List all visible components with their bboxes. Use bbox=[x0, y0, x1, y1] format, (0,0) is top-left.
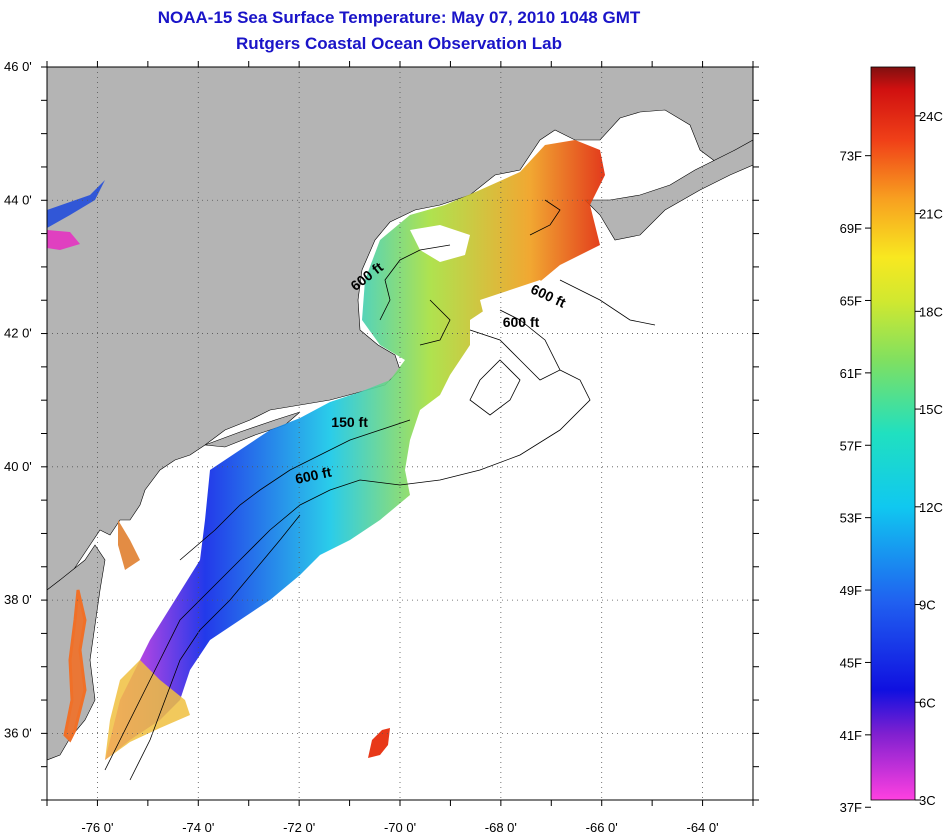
contour-label: 150 ft bbox=[331, 414, 368, 430]
land-mass bbox=[47, 67, 753, 591]
cloud-patch bbox=[480, 280, 560, 330]
colorbar-c-label: 15C bbox=[919, 402, 943, 417]
contour-label: 600 ft bbox=[503, 314, 540, 330]
contour-label: 600 ft bbox=[294, 464, 333, 487]
long-island bbox=[204, 411, 301, 448]
chesapeake-bay bbox=[63, 589, 87, 743]
lon-tick-label: -74 0' bbox=[182, 820, 214, 835]
delaware-bay bbox=[118, 520, 140, 570]
colorbar-f-label: 69F bbox=[840, 221, 862, 236]
gulf-stream-patch bbox=[368, 728, 390, 758]
map-layers bbox=[47, 67, 753, 800]
colorbar-f-label: 57F bbox=[840, 438, 862, 453]
lat-tick-label: 46 0' bbox=[4, 59, 32, 74]
lat-tick-label: 42 0' bbox=[4, 326, 32, 341]
colorbar-c-label: 21C bbox=[919, 207, 943, 222]
colorbar-f-label: 65F bbox=[840, 293, 862, 308]
chart-title: NOAA-15 Sea Surface Temperature: May 07,… bbox=[157, 8, 641, 27]
colorbar-f-label: 49F bbox=[840, 583, 862, 598]
bathymetry-contours bbox=[104, 199, 656, 781]
lat-tick-label: 40 0' bbox=[4, 459, 32, 474]
chart-subtitle: Rutgers Coastal Ocean Observation Lab bbox=[236, 34, 562, 53]
lat-tick-label: 36 0' bbox=[4, 725, 32, 740]
colorbar-f-label: 53F bbox=[840, 511, 862, 526]
lon-tick-label: -72 0' bbox=[283, 820, 315, 835]
axis-ticks: -76 0' -74 0' -72 0' -70 0' -68 0' -66 0' -64 … bbox=[4, 59, 759, 835]
lon-tick-label: -76 0' bbox=[81, 820, 113, 835]
colorbar-f-label: 37F bbox=[840, 800, 862, 815]
colorbar: 73F 69F 65F 61F 57F 53F 49F 45F 41F 37F 24C 21C 18C 1… bbox=[840, 66, 943, 815]
colorbar-c-label: 3C bbox=[919, 793, 936, 808]
colorbar-f-label: 41F bbox=[840, 728, 862, 743]
lon-tick-label: -64 0' bbox=[687, 820, 719, 835]
colorbar-c-label: 6C bbox=[919, 695, 936, 710]
lake-patch bbox=[47, 230, 80, 250]
colorbar-gradient bbox=[870, 66, 916, 801]
lake-blue bbox=[47, 180, 105, 228]
colorbar-f-label: 45F bbox=[840, 655, 862, 670]
lat-tick-label: 38 0' bbox=[4, 592, 32, 607]
colorbar-c-label: 24C bbox=[919, 109, 943, 124]
sst-swath bbox=[105, 140, 605, 760]
lat-tick-label: 44 0' bbox=[4, 192, 32, 207]
lon-tick-label: -68 0' bbox=[485, 820, 517, 835]
lon-tick-label: -70 0' bbox=[384, 820, 416, 835]
colorbar-f-label: 73F bbox=[840, 149, 862, 164]
colorbar-f-label: 61F bbox=[840, 366, 862, 381]
colorbar-c-label: 12C bbox=[919, 500, 943, 515]
graticule bbox=[47, 67, 753, 800]
colorbar-c-label: 9C bbox=[919, 598, 936, 613]
colorbar-c-label: 18C bbox=[919, 304, 943, 319]
lon-tick-label: -66 0' bbox=[586, 820, 618, 835]
nova-scotia bbox=[584, 139, 753, 241]
sst-warm-south bbox=[105, 660, 190, 760]
cloud-patch bbox=[410, 225, 470, 262]
